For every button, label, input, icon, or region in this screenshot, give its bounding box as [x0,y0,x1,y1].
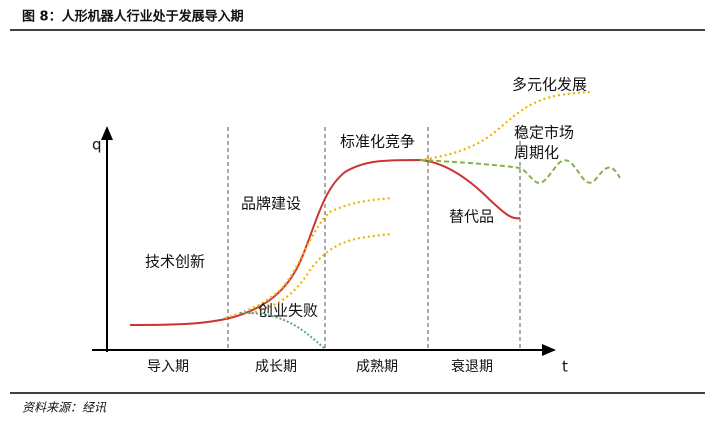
x-arrow [542,344,556,356]
source: 资料来源：经讯 [22,401,107,415]
phase-label: 导入期 [147,359,189,375]
annotation: 多元化发展 [512,76,587,94]
y-arrow [101,126,113,140]
phase-label: 衰退期 [451,358,493,375]
x-label: t [562,358,568,376]
phase-dividers [227,127,521,350]
annotation: 品牌建设 [241,195,301,213]
annotation: 周期化 [514,144,559,162]
branch-high [224,196,393,320]
phase-label: 成长期 [255,359,297,375]
annotation: 替代品 [449,208,494,226]
annotation: 创业失败 [258,302,318,320]
title: 图 8：人形机器人行业处于发展导入期 [22,9,244,25]
annotation: 标准化竞争 [340,133,415,151]
phase-label: 成熟期 [356,359,398,375]
annotation: 稳定市场 [514,124,574,142]
lifecycle-curve [129,158,521,326]
cyclic-curve [419,159,621,184]
y-label: q [92,136,102,154]
annotation: 技术创新 [145,253,205,271]
failure-curve [239,311,325,349]
